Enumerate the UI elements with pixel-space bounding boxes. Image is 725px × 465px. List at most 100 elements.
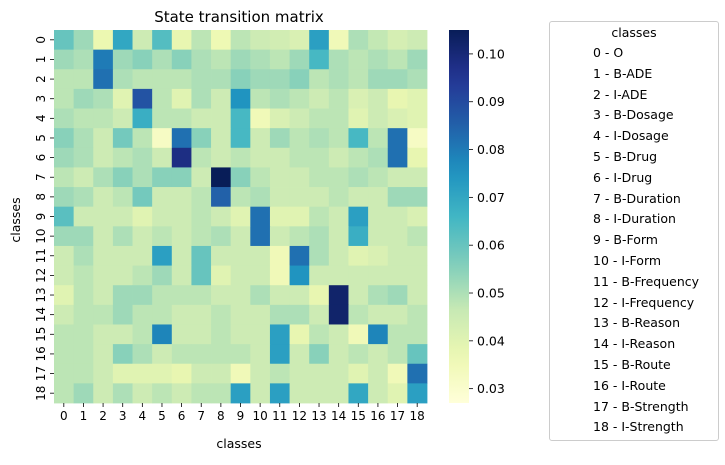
heatmap-cell [289,128,310,149]
heatmap-cell [112,206,133,227]
y-tick-label: 5 [34,134,48,142]
heatmap-cell [211,128,232,149]
heatmap-cell [250,344,271,365]
heatmap-cell [309,30,330,51]
y-tick-label: 18 [34,386,48,401]
heatmap-cell [191,30,212,51]
heatmap-cell [289,49,310,70]
heatmap-cell [230,206,251,227]
heatmap-cell [112,344,133,365]
heatmap-cell [250,206,271,227]
heatmap-cell [230,226,251,247]
heatmap-cell [230,363,251,384]
heatmap-cell [269,265,290,286]
heatmap-cell [54,49,75,70]
heatmap-cell [328,128,349,149]
y-tick-label: 15 [34,327,48,342]
heatmap-cell [348,88,369,109]
heatmap-cell [152,245,173,266]
heatmap-cell [250,69,271,90]
legend-entry: 3 - B-Dosage [593,107,674,123]
heatmap-cell [328,304,349,325]
heatmap-cell [387,285,408,306]
legend-entry: 14 - I-Reason [593,336,676,352]
heatmap-cell [191,187,212,208]
heatmap-cell [250,30,271,51]
heatmap-cell [191,69,212,90]
heatmap-cell [211,49,232,70]
heatmap-cell [152,206,173,227]
heatmap-cell [368,324,389,345]
heatmap-cell [289,324,310,345]
heatmap-cell [152,265,173,286]
heatmap-cell [407,108,428,129]
x-tick-label: 8 [217,409,225,423]
heatmap-cell [309,265,330,286]
colorbar-tick-label: 0.09 [477,94,505,109]
heatmap-cell [250,265,271,286]
heatmap-cell [171,226,192,247]
heatmap-cell [368,245,389,266]
legend-entry: 8 - I-Duration [593,211,676,227]
heatmap-cell [289,187,310,208]
heatmap-cell [73,324,94,345]
heatmap-cell [387,147,408,168]
heatmap-cell [171,285,192,306]
heatmap-cell [132,128,153,149]
y-tick-label: 14 [34,307,48,322]
colorbar-tick-label: 0.08 [477,142,505,157]
heatmap-cell [407,147,428,168]
heatmap-cell [269,69,290,90]
heatmap-cell [112,187,133,208]
legend-entries: 0 - O 1 - B-ADE 2 - I-ADE 3 - B-Dosage 4 - I… [593,44,699,439]
heatmap-cell [368,363,389,384]
heatmap-cell [269,245,290,266]
heatmap-cell [152,226,173,247]
heatmap-cell [112,167,133,188]
heatmap-cell [191,245,212,266]
heatmap-cell [73,285,94,306]
heatmap-cell [387,167,408,188]
colorbar-tick-label: 0.04 [477,333,505,348]
heatmap-cell [368,383,389,404]
legend-entry: 11 - B-Frequency [593,273,700,289]
heatmap-cell [191,383,212,404]
heatmap-cell [230,147,251,168]
heatmap-cell [387,383,408,404]
colorbar-tick-label: 0.07 [477,190,505,205]
heatmap-cell [171,49,192,70]
heatmap-cell [368,206,389,227]
heatmap-cells [54,30,428,404]
heatmap-cell [54,285,75,306]
heatmap-cell [368,226,389,247]
heatmap-cell [348,108,369,129]
heatmap-cell [289,206,310,227]
legend-entry: 16 - I-Route [593,377,666,393]
heatmap-cell [73,69,94,90]
heatmap-cell [328,108,349,129]
heatmap-cell [269,49,290,70]
heatmap-cell [407,344,428,365]
heatmap-cell [93,383,114,404]
heatmap-cell [328,206,349,227]
heatmap-cell [387,344,408,365]
legend-entry: 7 - B-Duration [593,190,681,206]
heatmap-cell [171,108,192,129]
heatmap-cell [328,30,349,51]
heatmap-cell [93,88,114,109]
heatmap-cell [132,265,153,286]
heatmap-cell [309,363,330,384]
heatmap-cell [368,187,389,208]
heatmap-cell [93,324,114,345]
heatmap-cell [152,187,173,208]
heatmap-cell [211,265,232,286]
heatmap-cell [211,206,232,227]
heatmap-cell [93,226,114,247]
legend-entry: 0 - O [593,45,624,60]
heatmap-cell [152,147,173,168]
heatmap-cell [93,108,114,129]
x-tick-label: 5 [158,409,166,423]
heatmap-cell [171,206,192,227]
heatmap-cell [348,285,369,306]
